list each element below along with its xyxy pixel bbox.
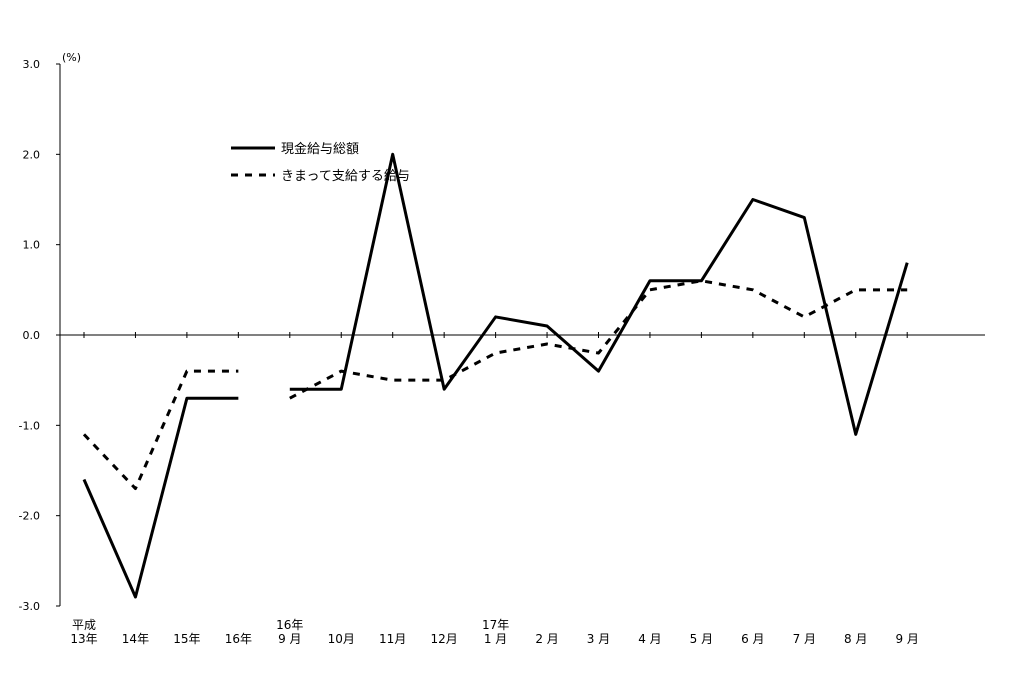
x-tick-label: 11月 [379, 632, 406, 646]
x-tick-label: 3 月 [587, 632, 610, 646]
x-tick-label: 5 月 [690, 632, 713, 646]
series-line-regular-pay [82, 369, 239, 491]
legend-label: 現金給与総額 [281, 141, 359, 157]
y-tick-label: -2.0 [19, 510, 40, 523]
x-tick-label: 6 月 [741, 632, 764, 646]
x-tick-label: 平成 [72, 618, 96, 632]
x-tick-label: 15年 [173, 632, 200, 646]
y-tick-label: -3.0 [19, 600, 40, 613]
x-tick-label: 14年 [122, 632, 149, 646]
x-tick-label: 10月 [328, 632, 355, 646]
x-tick-label: 9 月 [278, 632, 301, 646]
y-unit-label: (%) [62, 51, 81, 64]
x-tick-label: 2 月 [535, 632, 558, 646]
y-tick-label: -1.0 [19, 419, 40, 432]
x-tick-label: 16年 [276, 618, 303, 632]
series-line-total-cash [289, 152, 909, 436]
x-tick-label: 9 月 [895, 632, 918, 646]
x-tick-label: 17年 [482, 618, 509, 632]
series-line-regular-pay [289, 279, 908, 400]
x-tick-label: 1 月 [484, 632, 507, 646]
y-tick-label: 0.0 [23, 329, 41, 342]
x-tick-label: 4 月 [638, 632, 661, 646]
y-tick-label: 1.0 [23, 239, 41, 252]
legend-label: きまって支給する給与 [281, 169, 410, 184]
series-line-total-cash [82, 396, 239, 599]
x-tick-label: 12月 [431, 632, 458, 646]
x-tick-label: 16年 [225, 632, 252, 646]
x-tick-label: 7 月 [793, 632, 816, 646]
x-tick-label: 8 月 [844, 632, 867, 646]
x-tick-label: 13年 [70, 632, 97, 646]
y-tick-label: 3.0 [23, 58, 41, 71]
y-tick-label: 2.0 [23, 148, 41, 161]
